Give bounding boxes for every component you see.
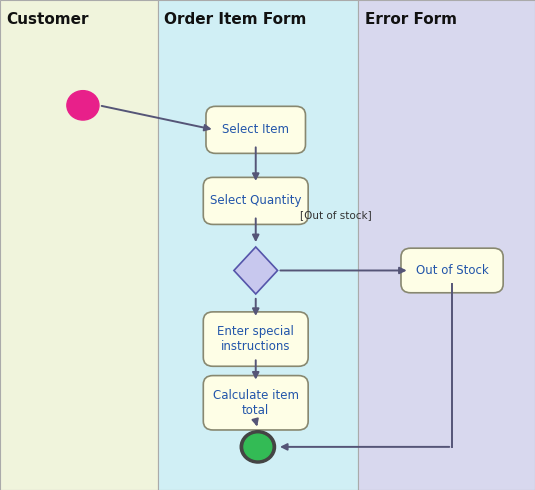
FancyBboxPatch shape <box>206 106 305 153</box>
FancyBboxPatch shape <box>158 0 358 490</box>
Circle shape <box>244 434 272 460</box>
Text: [Out of stock]: [Out of stock] <box>300 210 371 220</box>
FancyBboxPatch shape <box>203 177 308 224</box>
Text: Error Form: Error Form <box>365 12 457 27</box>
Text: Select Item: Select Item <box>222 123 289 136</box>
FancyBboxPatch shape <box>203 312 308 367</box>
Text: Enter special
instructions: Enter special instructions <box>217 325 294 353</box>
Text: Out of Stock: Out of Stock <box>416 264 488 277</box>
Circle shape <box>67 91 99 120</box>
Text: Order Item Form: Order Item Form <box>164 12 307 27</box>
FancyBboxPatch shape <box>401 248 503 293</box>
Text: Select Quantity: Select Quantity <box>210 195 302 207</box>
FancyBboxPatch shape <box>0 0 158 490</box>
Text: Calculate item
total: Calculate item total <box>213 389 299 417</box>
FancyBboxPatch shape <box>203 375 308 430</box>
Circle shape <box>240 431 276 463</box>
Text: Customer: Customer <box>6 12 89 27</box>
FancyBboxPatch shape <box>358 0 535 490</box>
Polygon shape <box>234 247 278 294</box>
